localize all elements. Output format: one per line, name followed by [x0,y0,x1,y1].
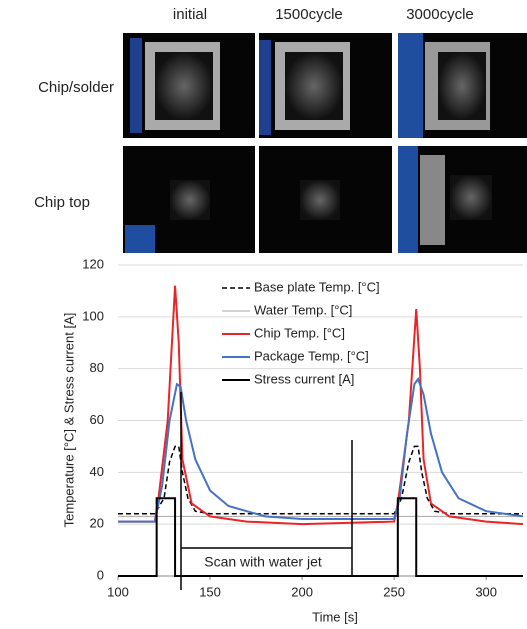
y-tick-label: 20 [90,516,104,531]
image-patch [450,175,492,220]
image-patch [398,33,423,138]
row-label: Chip/solder [38,79,114,96]
x-tick-label: 300 [475,584,497,599]
series-line [118,376,524,523]
column-label: 1500cycle [275,6,343,23]
x-tick-label: 200 [291,584,313,599]
image-patch [300,180,340,220]
image-grid [123,33,527,253]
image-patch [398,146,418,253]
legend-label: Base plate Temp. [°C] [254,279,380,294]
y-tick-label: 100 [82,308,104,323]
series-line [118,497,523,577]
y-tick-label: 80 [90,360,104,375]
series-line [118,445,523,515]
image-patch [259,40,271,135]
y-tick-label: 120 [82,256,104,271]
legend-label: Package Temp. [°C] [254,348,369,363]
image-patch [130,38,142,133]
legend-label: Stress current [A] [254,371,354,386]
x-tick-label: 150 [199,584,221,599]
image-patch [438,52,486,120]
image-patch [125,225,155,253]
column-label: 3000cycle [406,6,474,23]
x-tick-label: 250 [383,584,405,599]
legend-label: Water Temp. [°C] [254,302,352,317]
column-label: initial [173,6,207,23]
image-patch [170,180,210,220]
image-patch [420,155,445,245]
annotation [180,392,353,590]
y-axis-label: Temperature [°C] & Stress current [A] [61,313,76,528]
legend-label: Chip Temp. [°C] [254,325,345,340]
x-tick-label: 100 [107,584,129,599]
y-tick-label: 40 [90,464,104,479]
image-patch [285,52,343,120]
y-tick-label: 60 [90,412,104,427]
annotation-text: Scan with water jet [204,554,322,570]
y-tick-label: 0 [97,567,104,582]
image-patch [155,52,213,120]
series-line [118,285,524,526]
x-axis-label: Time [s] [312,609,358,624]
row-label: Chip top [34,194,90,211]
